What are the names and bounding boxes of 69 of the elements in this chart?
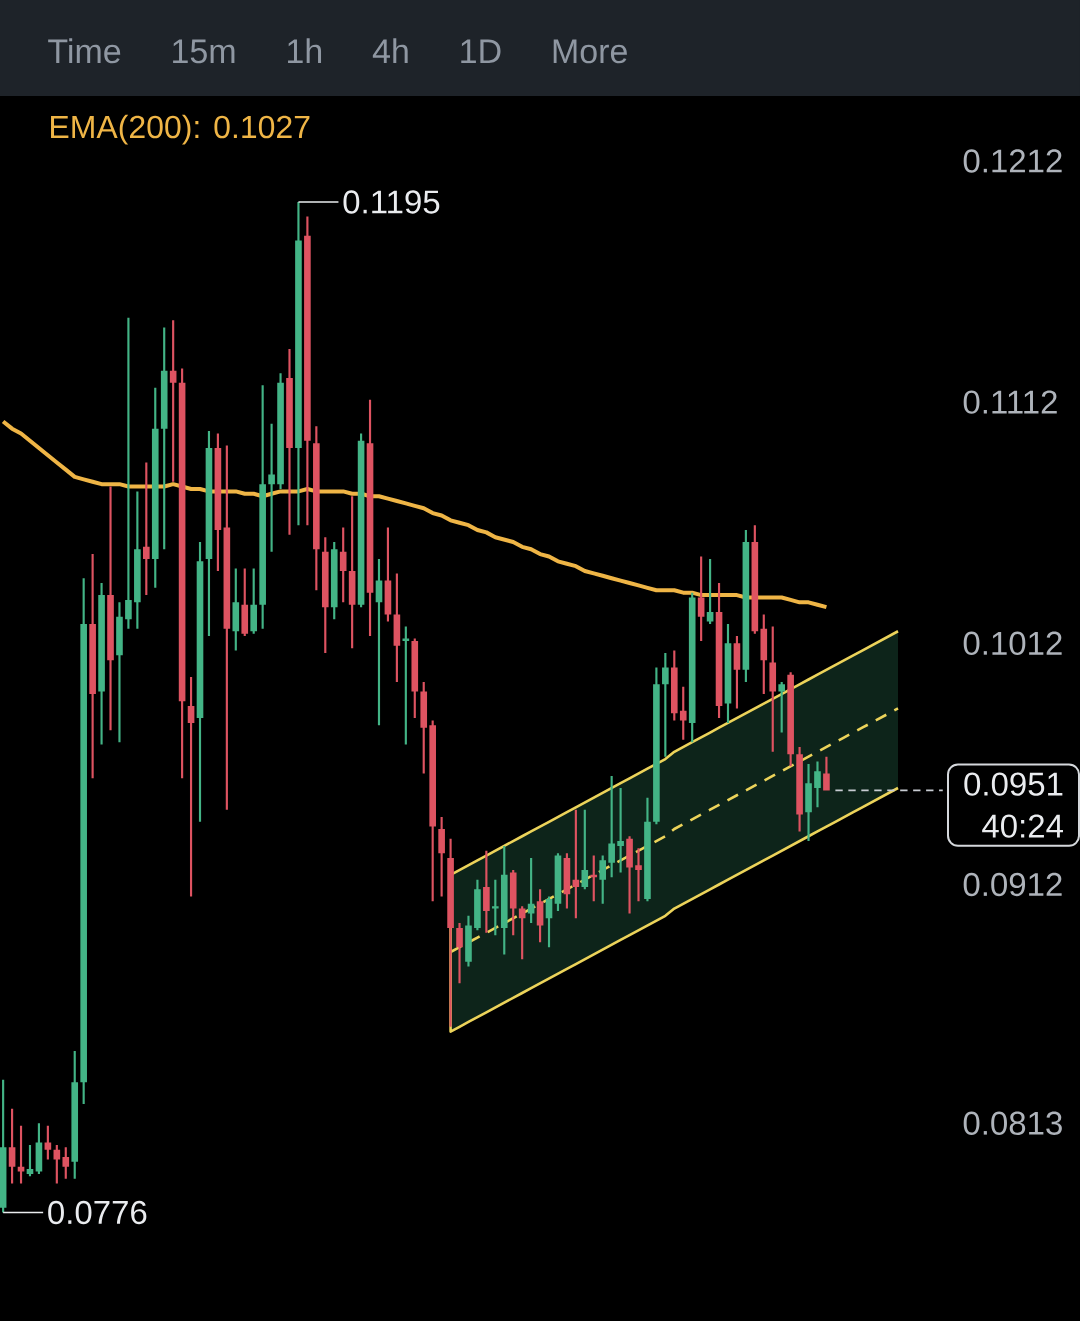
text: 1h [288, 38, 322, 63]
candlestick [169, 320, 177, 482]
y-tick-label: 0.1212 [963, 149, 1062, 173]
candlestick [35, 1123, 43, 1174]
candlestick [143, 462, 150, 596]
candlestick [295, 201, 302, 526]
candlestick [393, 573, 401, 682]
text: 40:24 [982, 814, 1063, 838]
candlestick [71, 1050, 79, 1179]
candlestick [0, 1079, 7, 1213]
candlestick [53, 1144, 61, 1184]
text: EMA(200): 0.1027 [51, 114, 310, 145]
candlestick [357, 433, 365, 608]
candlestick [313, 426, 320, 591]
candlestick [277, 373, 284, 489]
candlestick [268, 423, 275, 552]
candlestick [402, 626, 410, 745]
candlestick [196, 542, 204, 822]
candlestick [80, 578, 87, 1104]
text: More [553, 39, 627, 64]
candlestick [241, 568, 249, 637]
candlestick [98, 583, 105, 745]
candlestick [438, 816, 445, 897]
candlestick [89, 554, 96, 779]
y-tick-label: 0.0912 [963, 872, 1062, 897]
candlestick [321, 537, 329, 653]
candlestick [187, 677, 195, 897]
candlestick [384, 527, 392, 622]
annotation: 0.1195 [343, 190, 440, 214]
text: 15m [173, 39, 235, 64]
candlestick [44, 1125, 52, 1160]
candlestick [107, 486, 114, 731]
candlestick [330, 542, 338, 620]
candlestick [375, 558, 383, 726]
candlestick [223, 445, 231, 810]
candlestick [160, 327, 168, 550]
candlestick [205, 431, 213, 637]
candlestick [366, 399, 374, 637]
candlestick [697, 556, 705, 641]
y-tick-label: 0.1112 [963, 390, 1057, 414]
text: Time [48, 38, 121, 64]
candlestick [420, 681, 428, 774]
candlestick [116, 602, 123, 743]
y-tick-label: 0.1012 [963, 631, 1062, 655]
candlestick [411, 638, 419, 719]
candlestick [751, 525, 759, 634]
candlestick [134, 491, 141, 629]
candlestick [17, 1125, 25, 1184]
candlestick [62, 1147, 70, 1179]
candlestick [348, 496, 356, 649]
candlestick [151, 387, 159, 588]
candlestick [8, 1108, 16, 1184]
candlestick [339, 527, 347, 603]
annotation: 0.0776 [48, 1200, 147, 1225]
candlestick [304, 216, 311, 526]
y-tick-label: 0.0813 [963, 1111, 1062, 1135]
candlestick [178, 368, 186, 779]
candlestick [706, 558, 714, 625]
candlestick [214, 433, 222, 571]
candlestick [429, 720, 436, 902]
candlestick [250, 568, 258, 634]
candlestick [232, 568, 240, 651]
candlestick [125, 317, 132, 629]
text: 1D [461, 39, 501, 63]
text: 0.0951 [964, 772, 1063, 796]
candlestick [259, 385, 266, 629]
candlestick [286, 349, 293, 535]
text: 4h [372, 38, 408, 63]
candlestick [26, 1144, 34, 1177]
